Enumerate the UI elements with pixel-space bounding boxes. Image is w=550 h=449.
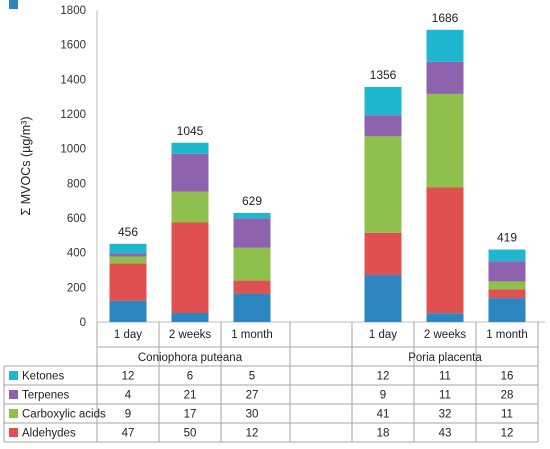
y-axis-label: Σ MVOCs (µg/m³) <box>19 117 33 216</box>
bar-segment-terpenes <box>109 253 147 257</box>
bar-total-label: 1356 <box>370 68 397 82</box>
table-cell-value: 41 <box>377 409 390 421</box>
legend-swatch-terpenes <box>9 390 18 399</box>
bar-segment-alcohols <box>488 298 526 322</box>
y-tick-label: 1000 <box>60 144 86 156</box>
table-cell-value: 9 <box>125 409 131 421</box>
bar-segment-carboxylic-acids <box>171 191 209 223</box>
bar-segment-terpenes <box>171 153 209 192</box>
y-tick-label: 400 <box>67 248 86 260</box>
y-tick-label: 1400 <box>60 74 86 86</box>
table-cell-value: 26 <box>246 0 259 3</box>
table-cell-value: 47 <box>122 428 135 440</box>
y-tick-label: 800 <box>67 178 86 190</box>
table-cell-value: 11 <box>501 409 513 421</box>
bar-segment-ketones <box>426 29 464 62</box>
group-label: Poria placenta <box>408 352 482 364</box>
legend-swatch-carboxylic-acids <box>9 409 18 418</box>
bar-segment-ketones <box>488 249 526 262</box>
bar-segment-carboxylic-acids <box>233 247 271 281</box>
table-cell-value: 27 <box>122 0 135 3</box>
bar-segment-alcohols <box>364 275 402 322</box>
y-tick-label: 600 <box>67 213 86 225</box>
x-category-label: 1 month <box>486 329 528 341</box>
bar-segment-carboxylic-acids <box>364 136 402 233</box>
table-cell-value: 12 <box>501 428 514 440</box>
table-cell-value: 4 <box>125 390 132 402</box>
bar-total-label: 629 <box>242 194 262 208</box>
x-category-label: 1 day <box>369 329 397 341</box>
legend-label: Aldehydes <box>22 428 76 440</box>
table-cell-value: 11 <box>439 371 451 383</box>
bar-segment-aldehydes <box>426 187 464 314</box>
group-label: Coniophora puteana <box>138 352 243 364</box>
bar-segment-terpenes <box>364 115 402 137</box>
bar-segment-alcohols <box>233 293 271 322</box>
legend-label: Terpenes <box>22 390 70 402</box>
y-tick-label: 1600 <box>60 40 86 52</box>
table-cell-value: 5 <box>249 371 255 383</box>
bar-segment-alcohols <box>426 313 464 322</box>
table-cell-value: 12 <box>246 428 259 440</box>
x-category-label: 2 weeks <box>169 329 211 341</box>
table-cell-value: 12 <box>122 371 135 383</box>
bar-segment-carboxylic-acids <box>109 256 147 264</box>
bar-segment-alcohols <box>109 300 147 322</box>
bar-segment-aldehydes <box>109 263 147 301</box>
table-cell-value: 20 <box>377 0 390 3</box>
bar-segment-ketones <box>171 142 209 154</box>
table-cell-value: 28 <box>501 390 514 402</box>
bar-total-label: 1686 <box>432 11 459 25</box>
table-cell-value: 43 <box>439 428 452 440</box>
bar-segment-alcohols <box>171 312 209 322</box>
table-cell-value: 30 <box>246 409 259 421</box>
x-category-label: 2 weeks <box>424 329 466 341</box>
table-cell-value: 12 <box>377 371 390 383</box>
bar-segment-aldehydes <box>488 289 526 299</box>
y-tick-label: 200 <box>67 282 86 294</box>
y-tick-label: 1200 <box>60 109 86 121</box>
table-cell-value: 33 <box>501 0 514 3</box>
legend-label: Ketones <box>22 371 64 383</box>
bar-segment-ketones <box>233 212 271 219</box>
table-cell-value: 9 <box>380 390 386 402</box>
bar-segment-carboxylic-acids <box>488 281 526 290</box>
bar-segment-aldehydes <box>171 222 209 313</box>
legend-swatch-alcohols <box>9 0 18 9</box>
legend-swatch-ketones <box>9 371 18 380</box>
table-cell-value: 18 <box>377 428 390 440</box>
table-cell-value: 3 <box>442 0 448 3</box>
table-cell-value: 27 <box>246 390 259 402</box>
x-category-label: 1 day <box>114 329 142 341</box>
legend-label: Carboxylic acids <box>22 409 106 421</box>
bar-total-label: 1045 <box>177 124 204 138</box>
table-cell-value: 32 <box>439 409 452 421</box>
bar-segment-ketones <box>364 86 402 116</box>
legend-label: Alcohols <box>22 0 66 3</box>
y-tick-label: 0 <box>80 317 86 329</box>
bar-segment-aldehydes <box>364 232 402 276</box>
bar-segment-terpenes <box>426 61 464 94</box>
x-category-label: 1 month <box>231 329 273 341</box>
table-cell-value: 17 <box>184 409 197 421</box>
table-cell-value: 16 <box>501 371 514 383</box>
bar-total-label: 419 <box>497 231 517 245</box>
table-cell-value: 50 <box>184 428 197 440</box>
legend-swatch-aldehydes <box>9 428 18 437</box>
bar-total-label: 456 <box>118 225 138 239</box>
table-cell-value: 5 <box>187 0 193 3</box>
bar-segment-carboxylic-acids <box>426 93 464 188</box>
bar-segment-terpenes <box>233 218 271 248</box>
bar-segment-aldehydes <box>233 280 271 294</box>
bar-segment-ketones <box>109 243 147 254</box>
table-cell-value: 6 <box>187 371 193 383</box>
y-tick-label: 1800 <box>60 5 86 17</box>
table-cell-value: 21 <box>184 390 197 402</box>
table-cell-value: 11 <box>439 390 451 402</box>
bar-segment-terpenes <box>488 261 526 282</box>
